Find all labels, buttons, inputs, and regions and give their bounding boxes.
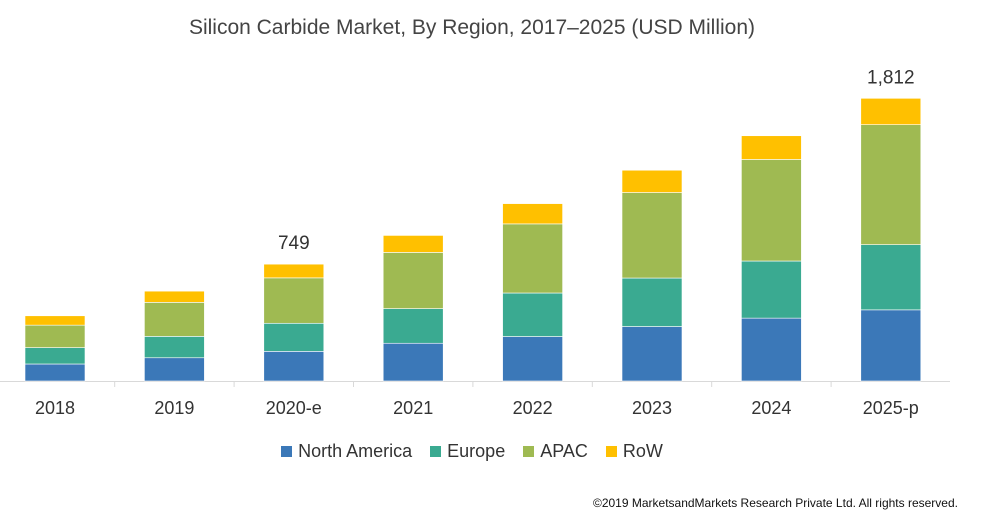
legend-swatch — [523, 446, 535, 457]
bar-apac-2018 — [24, 324, 86, 348]
bar-north-america-2022 — [502, 336, 563, 382]
x-tick-label: 2018 — [35, 398, 75, 418]
legend-item: RoW — [605, 441, 663, 462]
bar-north-america-2023 — [621, 326, 683, 382]
legend-item: APAC — [523, 441, 588, 462]
bar-north-america-2019 — [144, 357, 205, 382]
bar-row-2020-e — [263, 263, 325, 279]
x-tick-label: 2020-e — [266, 398, 322, 418]
bar-row-2021 — [382, 235, 444, 253]
bar-north-america-2020-e — [263, 351, 325, 382]
x-tick-label: 2019 — [154, 398, 194, 418]
bar-north-america-2025-p — [860, 309, 922, 382]
legend-label: RoW — [622, 441, 663, 461]
bar-north-america-2018 — [24, 363, 86, 382]
legend-swatch — [605, 446, 617, 457]
bar-europe-2023 — [621, 277, 683, 327]
x-tick-label: 2021 — [393, 398, 433, 418]
bar-row-2019 — [144, 290, 205, 303]
bar-row-2024 — [741, 135, 802, 160]
legend-label: North America — [298, 441, 413, 461]
bar-europe-2018 — [24, 347, 86, 365]
bar-europe-2020-e — [263, 322, 325, 352]
copyright: ©2019 MarketsandMarkets Research Private… — [592, 496, 958, 510]
bar-europe-2025-p — [860, 244, 922, 311]
data-label: 749 — [278, 233, 310, 254]
bar-europe-2019 — [144, 336, 205, 359]
x-tick-label: 2024 — [751, 398, 791, 418]
bar-north-america-2021 — [382, 342, 444, 382]
legend-label: APAC — [540, 441, 588, 461]
bar-apac-2019 — [144, 302, 205, 337]
bar-apac-2025-p — [860, 124, 922, 245]
bar-row-2022 — [502, 203, 563, 225]
legend-item: North America — [281, 441, 412, 462]
data-label: 1,812 — [867, 67, 915, 88]
legend-item: Europe — [430, 441, 505, 462]
bar-apac-2023 — [621, 192, 683, 279]
bar-north-america-2024 — [741, 317, 802, 382]
bar-europe-2021 — [382, 308, 444, 344]
legend: North America Europe APAC RoW — [0, 441, 944, 462]
x-tick-label: 2023 — [632, 398, 672, 418]
bar-apac-2024 — [741, 159, 802, 262]
chart-title: Silicon Carbide Market, By Region, 2017–… — [188, 16, 756, 39]
legend-label: Europe — [447, 441, 506, 461]
x-tick-label: 2022 — [513, 398, 553, 418]
bar-apac-2020-e — [263, 277, 325, 324]
bar-europe-2022 — [502, 292, 563, 337]
bar-row-2023 — [621, 169, 683, 193]
bar-row-2018 — [24, 315, 86, 326]
legend-swatch — [430, 446, 442, 457]
bar-row-2025-p — [860, 98, 922, 125]
bar-europe-2024 — [741, 260, 802, 319]
x-tick-label: 2025-p — [863, 398, 919, 418]
bar-apac-2021 — [382, 252, 444, 309]
bar-apac-2022 — [502, 223, 563, 294]
legend-swatch — [281, 446, 293, 457]
